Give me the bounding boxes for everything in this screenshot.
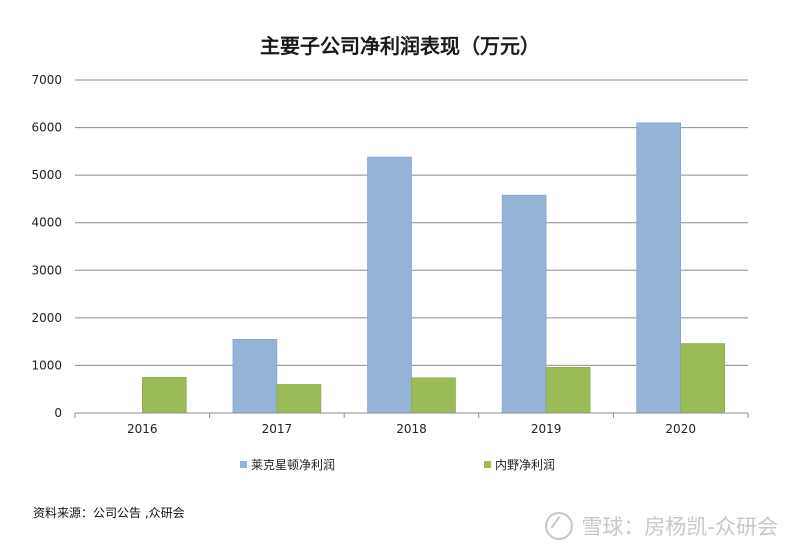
x-tick-label: 2020 xyxy=(665,422,696,436)
x-tick-label: 2017 xyxy=(262,422,293,436)
bar-series-1-2018 xyxy=(367,156,412,414)
y-tick-label: 1000 xyxy=(31,358,62,372)
y-tick-label: 3000 xyxy=(31,263,62,277)
snowball-logo-icon xyxy=(545,512,574,540)
bars xyxy=(142,122,726,414)
y-tick-label: 4000 xyxy=(31,216,62,230)
watermark: 雪球：房杨凯-众研会 xyxy=(545,511,778,541)
y-tick-label: 5000 xyxy=(31,168,62,182)
legend-swatch xyxy=(240,461,247,468)
bar-series-1-2017 xyxy=(232,338,278,414)
bar-series-2-2018 xyxy=(411,377,456,414)
bar-series-2-2020 xyxy=(680,343,726,414)
legend-label: 内野净利润 xyxy=(495,458,556,472)
tick-labels: 0 1000 2000 3000 4000 5000 6000 7000 2016 2017 201… xyxy=(31,73,696,436)
x-tick-label: 2018 xyxy=(396,422,427,436)
axes xyxy=(74,412,749,418)
y-tick-label: 7000 xyxy=(31,73,62,87)
watermark-text: 雪球：房杨凯-众研会 xyxy=(581,515,778,539)
legend-item-series-1: 莱克星顿净利润 xyxy=(240,456,335,473)
y-tick-label: 2000 xyxy=(31,311,62,325)
chart-title: 主要子公司净利润表现（万元） xyxy=(260,34,540,58)
bar-series-2-2019 xyxy=(545,367,591,414)
y-tick-label: 0 xyxy=(54,406,62,420)
bar-series-2-2017 xyxy=(276,384,322,414)
bar-series-2-2016 xyxy=(142,377,187,414)
x-tick-label: 2019 xyxy=(531,422,562,436)
y-tick-label: 6000 xyxy=(31,121,62,135)
bar-series-1-2019 xyxy=(501,194,547,414)
source-note: 资料来源：公司公告 ,众研会 xyxy=(33,506,185,520)
legend-swatch xyxy=(484,461,491,468)
legend-label: 莱克星顿净利润 xyxy=(251,458,336,472)
x-tick-label: 2016 xyxy=(127,422,158,436)
bar-series-1-2020 xyxy=(636,122,682,414)
legend-item-series-2: 内野净利润 xyxy=(484,456,555,473)
